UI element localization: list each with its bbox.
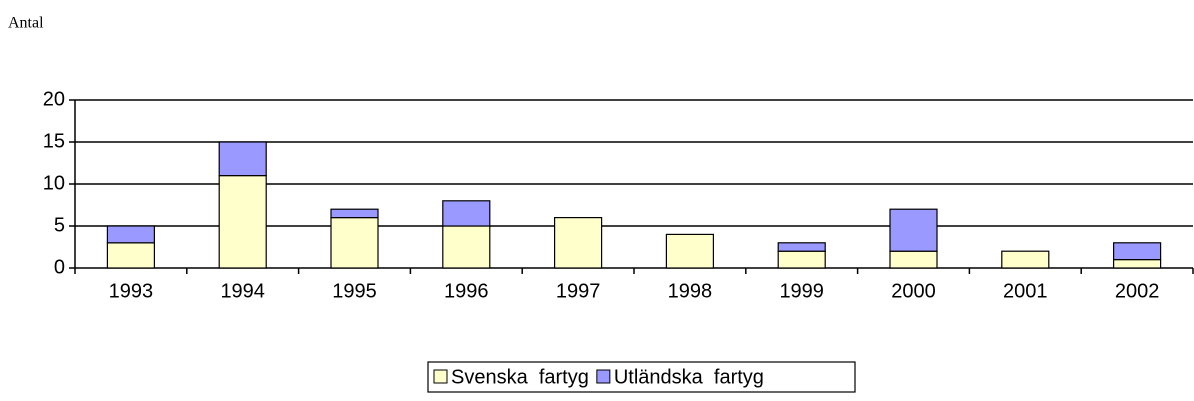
bar-segment xyxy=(218,175,267,269)
x-tick-label: 1995 xyxy=(332,280,377,302)
bar-segment xyxy=(442,200,491,227)
bar-segment xyxy=(106,225,156,244)
x-tick-label: 1996 xyxy=(444,280,489,302)
bar-segment xyxy=(665,233,715,269)
bar-segment xyxy=(889,250,938,269)
x-tick-label: 1998 xyxy=(668,280,713,302)
bar-segment xyxy=(218,141,267,177)
x-tick-label: 1999 xyxy=(779,280,824,302)
bar-segment xyxy=(1112,259,1162,269)
y-tick-label: 5 xyxy=(54,214,65,236)
x-tick-label: 1997 xyxy=(556,280,601,302)
x-tick-label: 1994 xyxy=(220,280,265,302)
y-tick-label: 20 xyxy=(43,88,65,110)
x-tick-label: 2002 xyxy=(1115,280,1160,302)
bar-segment xyxy=(889,208,938,252)
x-tick-label: 2001 xyxy=(1003,280,1048,302)
bar-segment xyxy=(777,242,826,252)
bar-segment xyxy=(1112,242,1162,261)
x-tick-label: 2000 xyxy=(891,280,936,302)
y-axis-title: Antal xyxy=(8,15,44,32)
bar-segment xyxy=(330,208,379,219)
bar-segment xyxy=(553,217,603,269)
bar-segment xyxy=(777,250,826,269)
bar-segment xyxy=(1001,250,1050,269)
y-tick-label: 15 xyxy=(43,130,65,152)
legend-swatch xyxy=(433,369,448,384)
bar-segment xyxy=(442,225,491,269)
bar-segment xyxy=(330,217,379,269)
y-tick-label: 0 xyxy=(54,256,65,278)
x-tick-label: 1993 xyxy=(109,280,154,302)
legend-box xyxy=(427,361,856,393)
legend-label: Utländska fartyg xyxy=(614,366,764,388)
legend-swatch xyxy=(596,369,611,384)
y-tick-label: 10 xyxy=(43,172,65,194)
legend-label: Svenska fartyg xyxy=(451,366,589,388)
bar-segment xyxy=(106,242,156,269)
